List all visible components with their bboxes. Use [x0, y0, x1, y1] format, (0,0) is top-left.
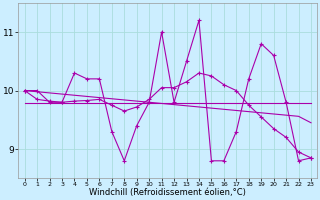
X-axis label: Windchill (Refroidissement éolien,°C): Windchill (Refroidissement éolien,°C) — [89, 188, 246, 197]
